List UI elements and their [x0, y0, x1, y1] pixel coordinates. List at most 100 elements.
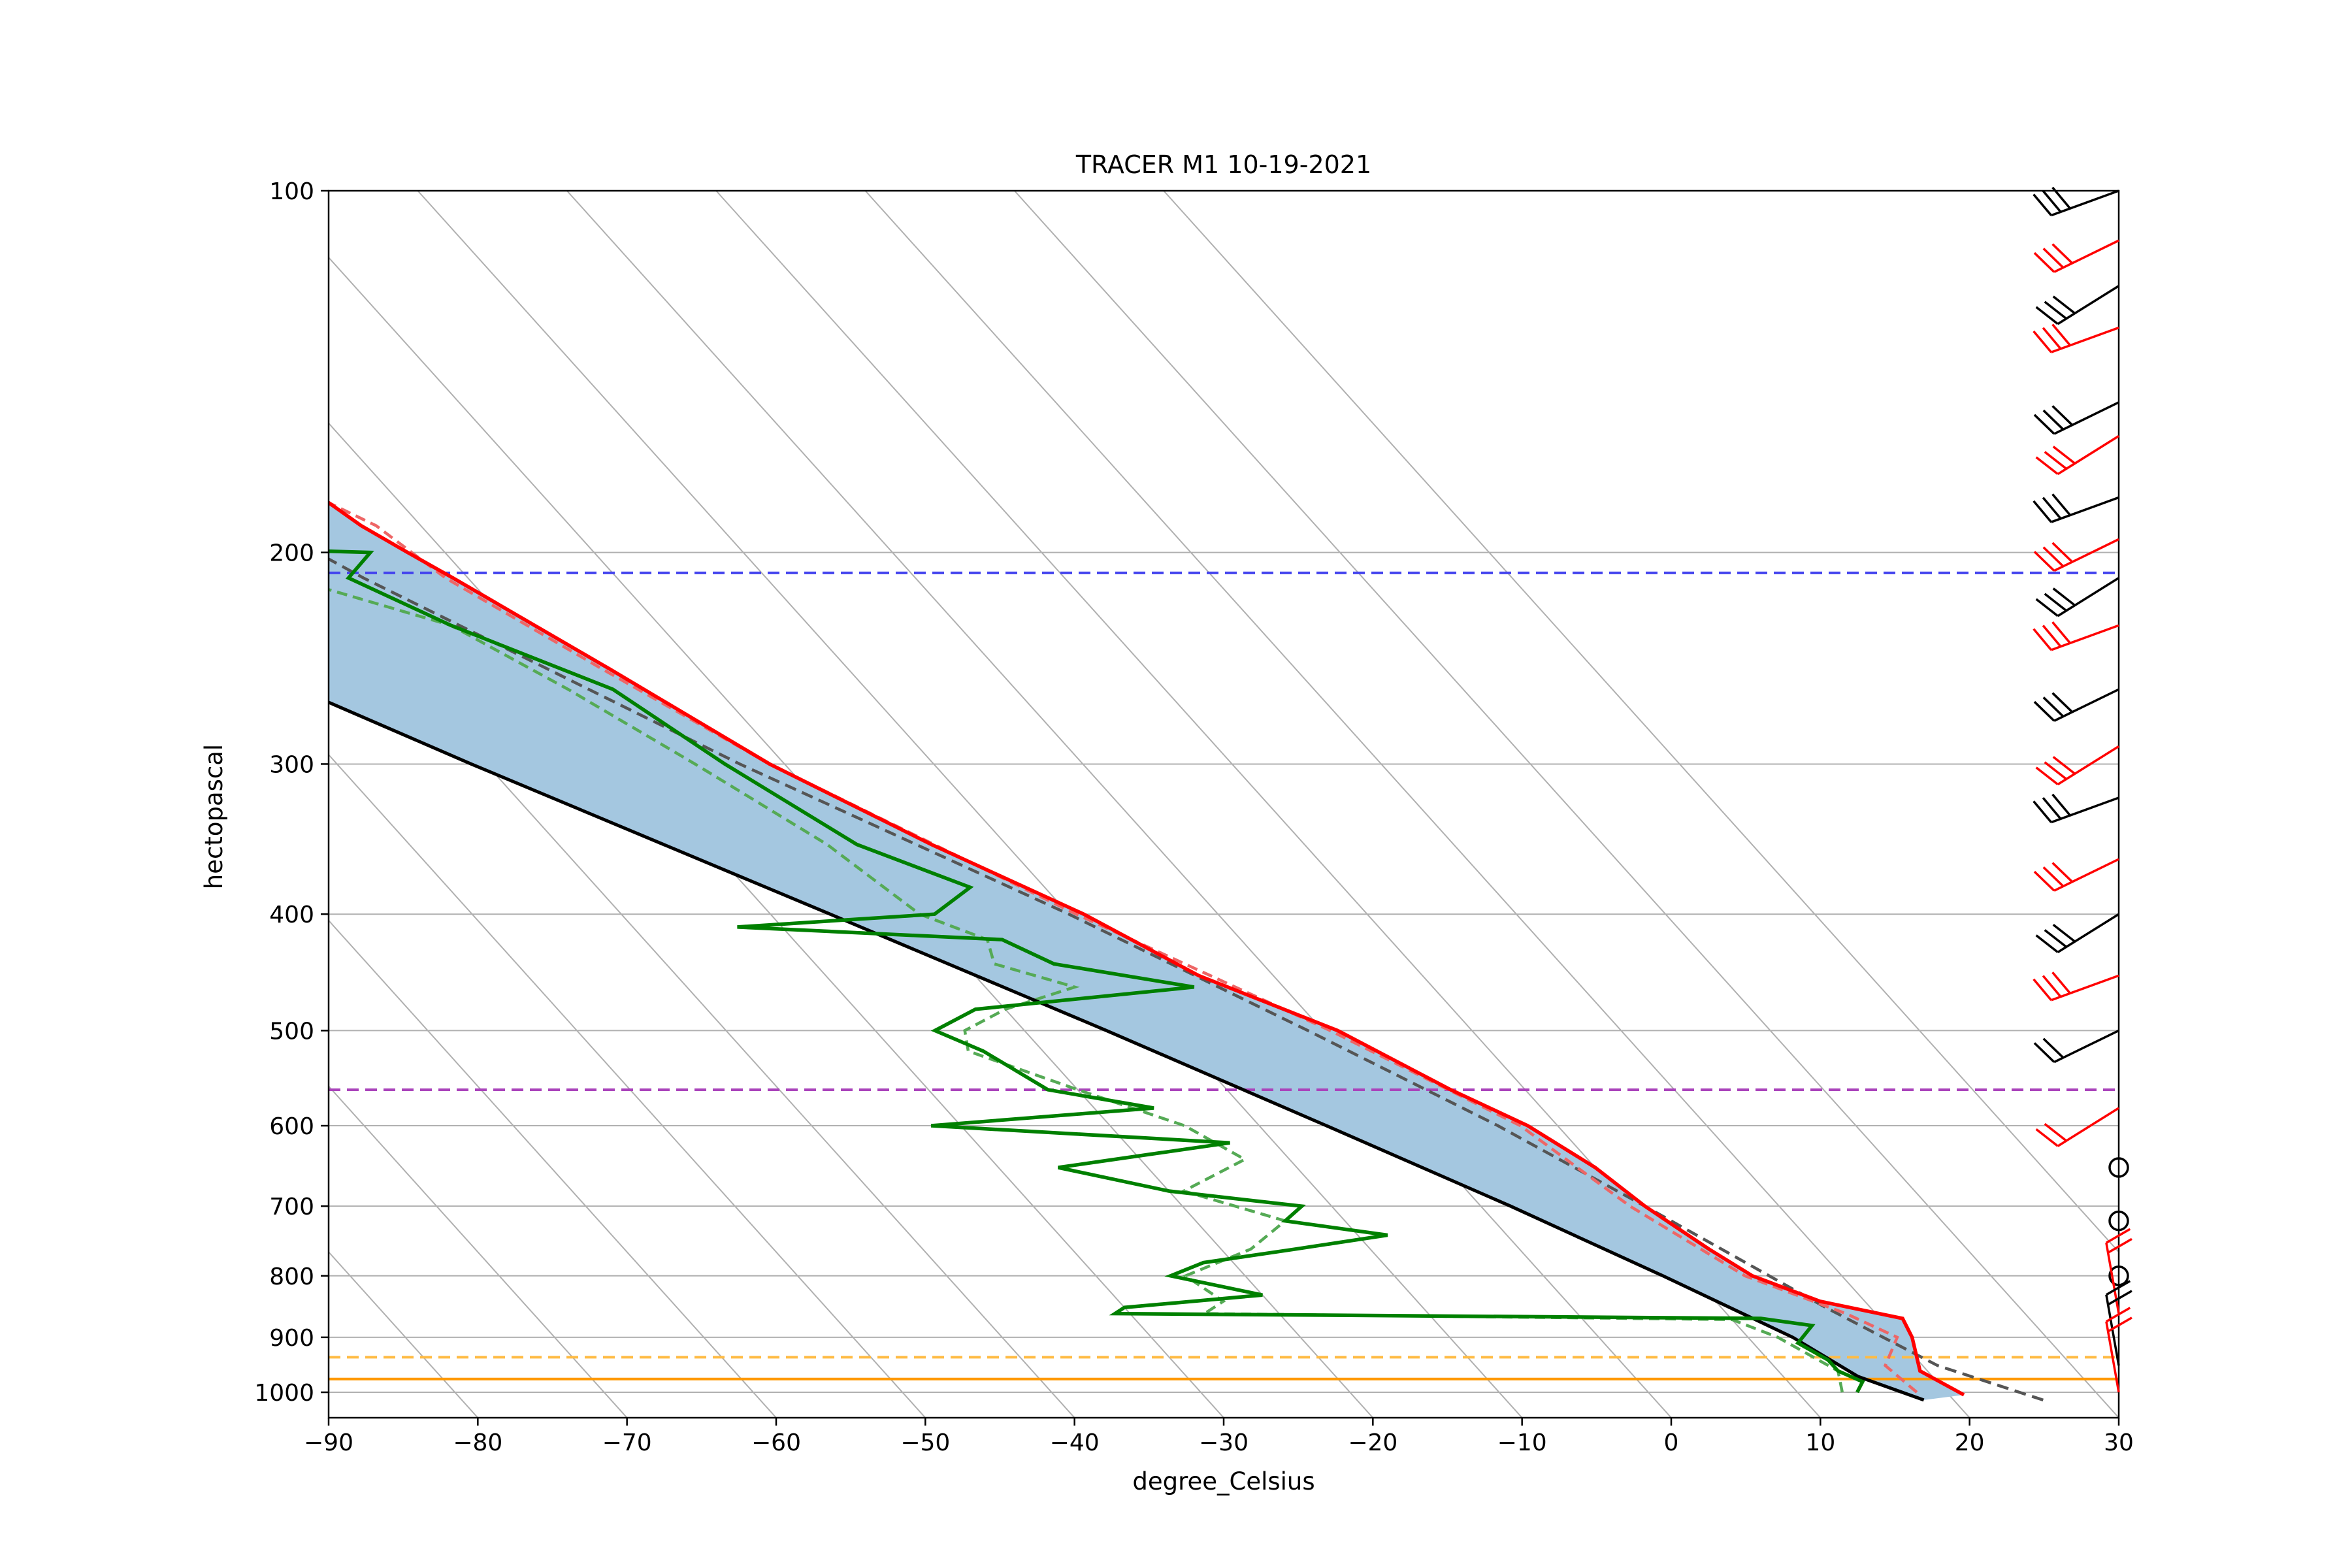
wind-barb-feather — [2042, 190, 2062, 213]
isotherm-line — [0, 191, 30, 1418]
wind-barb-staff — [2051, 326, 2119, 353]
wind-barb-staff — [2057, 434, 2119, 476]
wind-barb — [2033, 323, 2119, 353]
wind-barb — [2033, 972, 2119, 1002]
wind-barb — [2033, 493, 2119, 523]
wind-barb-feather — [2033, 193, 2052, 216]
y-tick-label: 800 — [269, 1264, 314, 1290]
x-tick-label: −10 — [1497, 1429, 1547, 1456]
wind-barb — [2033, 538, 2119, 572]
isotherm-line — [329, 753, 926, 1418]
isotherm-line — [864, 191, 1970, 1418]
plot-content — [0, 191, 2119, 1418]
wind-barb — [2033, 688, 2119, 722]
wind-barb-staff — [2057, 1107, 2119, 1147]
wind-barb-staff — [2053, 538, 2119, 572]
chart-title: TRACER M1 10-19-2021 — [1075, 150, 1371, 179]
x-tick-label: 0 — [1664, 1429, 1679, 1456]
wind-barb-feather — [2051, 862, 2074, 883]
wind-barb — [2033, 239, 2119, 273]
wind-barb-feather — [2044, 593, 2067, 612]
temperature-curve — [329, 500, 1965, 1397]
wind-barb — [2108, 1266, 2129, 1286]
wind-barb-feather — [2052, 756, 2076, 775]
wind-barb-staff — [2105, 1321, 2120, 1393]
y-tick-label: 300 — [269, 751, 314, 778]
parcel-curve — [329, 700, 1925, 1402]
wind-barb-feather — [2042, 327, 2062, 350]
wind-barb-feather — [2044, 301, 2067, 320]
wind-barb-feather — [2107, 1237, 2132, 1254]
wind-barb — [2033, 1029, 2119, 1064]
y-tick-label: 100 — [269, 178, 314, 205]
wind-barb-staff — [2051, 496, 2119, 523]
wind-barb-feather — [2051, 793, 2071, 817]
wind-barb-staff — [2057, 285, 2119, 325]
wind-barb-staff — [2051, 974, 2119, 1002]
wind-barb-feather — [2035, 306, 2059, 325]
y-tick-label: 600 — [269, 1113, 314, 1140]
x-tick-label: −40 — [1050, 1429, 1100, 1456]
y-tick-label: 200 — [269, 540, 314, 567]
wind-barb-staff — [2057, 913, 2119, 953]
wind-barb-feather — [2107, 1290, 2132, 1306]
wind-barbs — [2033, 186, 2132, 1393]
x-tick-label: −20 — [1348, 1429, 1397, 1456]
wind-barb-staff — [2051, 189, 2119, 217]
y-tick-label: 400 — [269, 902, 314, 928]
y-axis-label: hectopascal — [200, 744, 228, 889]
wind-barb — [2033, 858, 2119, 892]
wind-barb-feather — [2033, 870, 2055, 892]
wind-barb — [2033, 621, 2119, 651]
wind-barb-feather — [2033, 700, 2055, 722]
calm-wind-circle — [2108, 1266, 2129, 1286]
isotherm-line — [0, 191, 329, 1418]
wind-barb-feather — [2042, 409, 2065, 431]
axis-ticks: −90 −80 −70 −60 −50 −40 −30 −20 −10 0 10 20 30 100 200… — [254, 178, 2134, 1456]
wind-barb — [2035, 913, 2119, 953]
wind-barb — [2108, 1157, 2129, 1178]
wind-barb-feather — [2035, 1128, 2059, 1147]
cape-shaded-region — [329, 502, 1964, 1400]
wind-barb-staff — [2051, 796, 2119, 824]
isotherm-line — [329, 1085, 628, 1418]
wind-barb-feather — [2044, 1122, 2067, 1142]
wind-barb-staff — [2053, 688, 2119, 722]
reference-dashed-curve — [329, 557, 2044, 1402]
wind-barb — [2105, 1228, 2132, 1314]
wind-barb-staff — [2053, 1029, 2119, 1064]
wind-barb-feather — [2033, 800, 2052, 823]
wind-barb-feather — [2042, 497, 2062, 519]
isotherm-line — [1163, 191, 2119, 1253]
wind-barb-feather — [2033, 551, 2055, 572]
wind-barb-feather — [2035, 456, 2059, 476]
isotherm-line — [329, 587, 1075, 1418]
wind-barb-feather — [2052, 923, 2076, 943]
wind-barb-staff — [2053, 401, 2119, 435]
y-tick-label: 700 — [269, 1194, 314, 1220]
wind-barb-feather — [2033, 978, 2052, 1002]
wind-barb-feather — [2042, 625, 2062, 647]
x-axis-label: degree_Celsius — [1132, 1467, 1315, 1495]
y-tick-label: 900 — [269, 1325, 314, 1352]
wind-barb-feather — [2051, 243, 2074, 265]
wind-barb — [2033, 401, 2119, 435]
wind-barb-feather — [2033, 252, 2055, 273]
x-tick-label: −50 — [900, 1429, 950, 1456]
isotherm-line — [329, 919, 777, 1418]
dewpoint-dashed-curve — [329, 588, 1844, 1393]
wind-barb-feather — [2042, 696, 2065, 717]
wind-barb-feather — [2051, 621, 2071, 644]
calm-wind-circle — [2108, 1210, 2129, 1232]
dewpoint-curve — [329, 549, 1865, 1394]
wind-barb — [2105, 1307, 2132, 1393]
wind-barb-feather — [2051, 493, 2071, 516]
wind-barb-staff — [2057, 577, 2119, 617]
x-tick-label: −70 — [602, 1429, 652, 1456]
wind-barb-feather — [2033, 414, 2055, 435]
wind-barb — [2108, 1210, 2129, 1232]
wind-barb-feather — [2106, 1280, 2131, 1296]
wind-barb-feather — [2033, 500, 2052, 523]
wind-barb — [2033, 186, 2119, 217]
